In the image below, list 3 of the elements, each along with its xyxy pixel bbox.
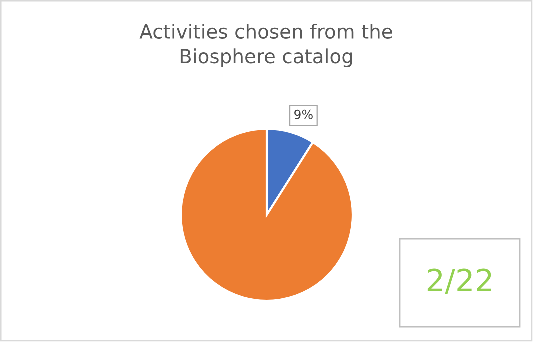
data-label: 9% — [294, 110, 313, 120]
chart-title: Activities chosen from the Biosphere catalog — [140, 24, 392, 68]
text: 2/22 — [428, 268, 492, 294]
